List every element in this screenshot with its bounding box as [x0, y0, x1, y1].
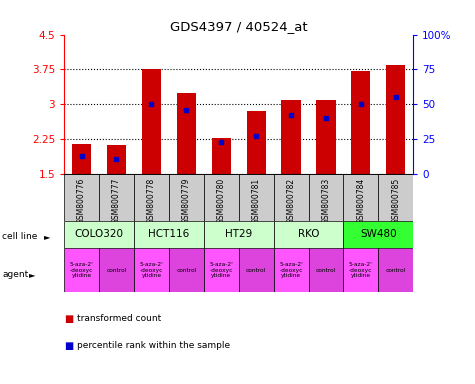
Text: GSM800780: GSM800780: [217, 178, 226, 224]
Bar: [309, 174, 343, 220]
Bar: [247, 111, 266, 174]
Bar: [238, 174, 274, 220]
Bar: [134, 248, 169, 292]
Text: control: control: [246, 268, 266, 273]
Bar: [64, 174, 99, 220]
Text: GSM800785: GSM800785: [391, 178, 400, 224]
Text: agent: agent: [2, 270, 28, 279]
Text: GSM800782: GSM800782: [286, 178, 295, 224]
Text: ►: ►: [44, 232, 50, 241]
Bar: [343, 174, 379, 220]
Bar: [343, 220, 413, 248]
Bar: [107, 145, 126, 174]
Text: transformed count: transformed count: [77, 314, 162, 323]
Text: 5-aza-2'
-deoxyc
ytidine: 5-aza-2' -deoxyc ytidine: [209, 262, 233, 278]
Bar: [352, 71, 370, 174]
Text: GSM800783: GSM800783: [322, 178, 331, 224]
Text: GSM800777: GSM800777: [112, 178, 121, 224]
Bar: [99, 248, 134, 292]
Bar: [274, 174, 309, 220]
Text: 5-aza-2'
-deoxyc
ytidine: 5-aza-2' -deoxyc ytidine: [140, 262, 163, 278]
Text: ■: ■: [64, 341, 73, 351]
Title: GDS4397 / 40524_at: GDS4397 / 40524_at: [170, 20, 307, 33]
Bar: [386, 65, 405, 174]
Text: ■: ■: [64, 314, 73, 324]
Text: GSM800781: GSM800781: [252, 178, 261, 224]
Text: COLO320: COLO320: [75, 230, 124, 240]
Bar: [64, 248, 99, 292]
Text: GSM800778: GSM800778: [147, 178, 156, 224]
Bar: [72, 144, 91, 174]
Text: GSM800784: GSM800784: [356, 178, 365, 224]
Text: 5-aza-2'
-deoxyc
ytidine: 5-aza-2' -deoxyc ytidine: [70, 262, 94, 278]
Text: RKO: RKO: [298, 230, 319, 240]
Text: control: control: [386, 268, 406, 273]
Bar: [177, 93, 196, 174]
Text: SW480: SW480: [360, 230, 397, 240]
Text: ►: ►: [29, 270, 36, 279]
Bar: [169, 248, 204, 292]
Bar: [274, 220, 343, 248]
Text: control: control: [316, 268, 336, 273]
Bar: [99, 174, 134, 220]
Bar: [212, 138, 231, 174]
Text: cell line: cell line: [2, 232, 38, 241]
Text: 5-aza-2'
-deoxyc
ytidine: 5-aza-2' -deoxyc ytidine: [349, 262, 373, 278]
Bar: [238, 248, 274, 292]
Bar: [134, 220, 204, 248]
Bar: [204, 174, 238, 220]
Text: percentile rank within the sample: percentile rank within the sample: [77, 341, 230, 350]
Bar: [142, 70, 161, 174]
Bar: [309, 248, 343, 292]
Text: HCT116: HCT116: [148, 230, 190, 240]
Bar: [204, 220, 274, 248]
Bar: [169, 174, 204, 220]
Bar: [343, 248, 379, 292]
Bar: [274, 248, 309, 292]
Bar: [379, 174, 413, 220]
Text: GSM800776: GSM800776: [77, 178, 86, 224]
Text: control: control: [176, 268, 197, 273]
Bar: [379, 248, 413, 292]
Bar: [282, 100, 301, 174]
Text: HT29: HT29: [225, 230, 252, 240]
Bar: [64, 220, 134, 248]
Bar: [316, 100, 335, 174]
Bar: [134, 174, 169, 220]
Text: GSM800779: GSM800779: [182, 178, 191, 224]
Text: 5-aza-2'
-deoxyc
ytidine: 5-aza-2' -deoxyc ytidine: [279, 262, 303, 278]
Bar: [204, 248, 238, 292]
Text: control: control: [106, 268, 127, 273]
